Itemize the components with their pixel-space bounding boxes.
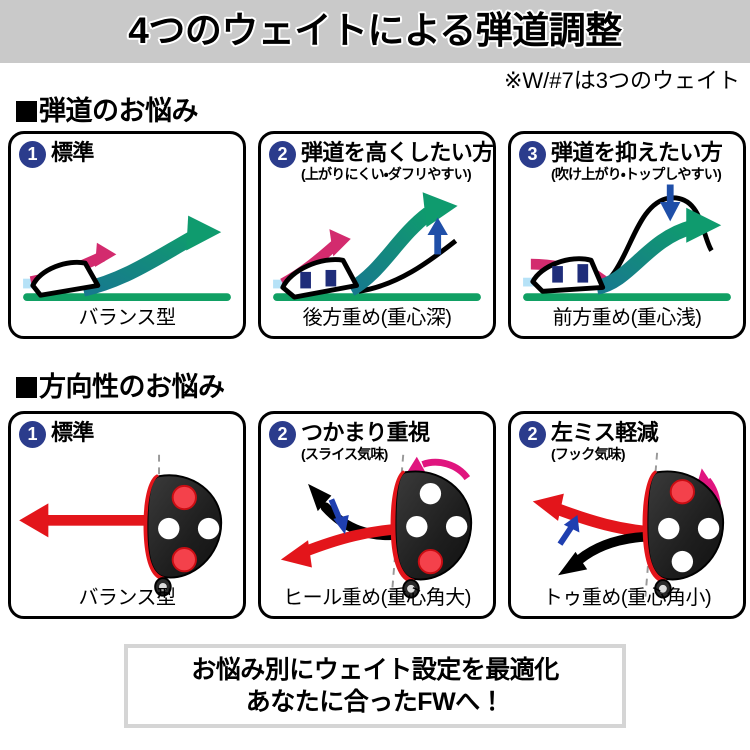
panel-number-badge: 2 — [269, 141, 296, 168]
bullet-square-icon — [16, 101, 37, 122]
panel-title: 標準 — [51, 140, 94, 165]
panel-title: 弾道を高くしたい方 — [301, 140, 494, 165]
header-band — [0, 0, 750, 63]
weight-port-red — [669, 479, 695, 505]
panel-title: つかまり重視 — [301, 420, 430, 445]
panel-header: 1 標準 — [19, 140, 239, 168]
weight-port-white — [158, 517, 180, 540]
weight-port-white — [658, 517, 680, 540]
page-title: 4つのウェイトによる弾道調整 — [128, 10, 622, 51]
ground-line — [23, 293, 231, 302]
panel-header: 2 弾道を高くしたい方 (上がりにくい・ダフリやすい) — [269, 140, 494, 182]
summary-banner-text: お悩み別にウェイト設定を最適化 あなたに合ったFWへ！ — [191, 654, 559, 718]
ball-trajectory-arrow — [346, 192, 458, 296]
trajectory-standard-illustration — [23, 215, 231, 302]
reference-trajectory-line — [358, 238, 458, 294]
section-heading-trajectory-label: 弾道のお悩み — [39, 96, 199, 126]
panel-header: 2 つかまり重視 (スライス気味) — [269, 420, 489, 462]
clubhead-cross-section — [30, 259, 101, 298]
panel-caption: バランス型 — [78, 307, 176, 329]
panel-trajectory-higher[interactable]: 2 弾道を高くしたい方 (上がりにくい・ダフリやすい) 後方重め(重心深) — [258, 131, 496, 339]
shot-direction-arrow-red — [280, 523, 406, 568]
section-heading-direction: 方向性のお悩み — [16, 372, 225, 402]
panel-number-badge: 1 — [19, 421, 46, 448]
weight-port-red — [171, 547, 197, 573]
correction-arrow-blue — [328, 498, 349, 535]
direction-fade-illustration — [532, 452, 725, 599]
panel-subtitle: (吹け上がり・トップしやすい) — [551, 166, 722, 182]
panel-header: 1 標準 — [19, 420, 239, 448]
panel-title: 標準 — [51, 420, 94, 445]
panel-header: 3 弾道を抑えたい方 (吹け上がり・トップしやすい) — [519, 140, 739, 182]
fade-curve-arrow-black — [558, 531, 662, 576]
clubhead-top-view — [143, 474, 223, 597]
panel-number-badge: 1 — [19, 141, 46, 168]
trajectory-higher-illustration — [273, 192, 481, 302]
launch-down-arrow-blue — [660, 184, 681, 222]
panel-trajectory-lower[interactable]: 3 弾道を抑えたい方 (吹け上がり・トップしやすい) 前方重め(重心浅) — [508, 131, 746, 339]
panel-direction-standard[interactable]: 1 標準 バランス型 — [8, 411, 246, 619]
clubhead-top-view — [390, 470, 473, 599]
panel-subtitle: (フック気味) — [551, 446, 626, 462]
weight-block — [552, 266, 563, 283]
trajectory-lower-illustration — [523, 184, 731, 302]
panel-subtitle: (上がりにくい・ダフリやすい) — [301, 166, 472, 182]
clubhead-cross-section — [280, 257, 360, 300]
panel-caption: 前方重め(重心浅) — [552, 307, 702, 329]
face-rotation-arrow-pink — [407, 456, 471, 481]
weight-port-white — [197, 517, 220, 540]
shot-direction-arrow-red — [19, 503, 163, 538]
weight-port-white — [697, 517, 720, 540]
weight-port-white — [671, 550, 694, 573]
panel-caption: ヒール重め(重心角大) — [283, 587, 471, 609]
weight-port-red — [171, 484, 197, 511]
weight-block — [300, 271, 311, 289]
panel-title: 左ミス軽減 — [551, 420, 659, 445]
summary-line-1: お悩み別にウェイト設定を最適化 — [191, 656, 559, 684]
panel-subtitle: (スライス気味) — [301, 446, 388, 462]
shot-direction-arrow-red — [532, 493, 658, 539]
panel-caption: 後方重め(重心深) — [302, 307, 452, 329]
target-line-dashed — [644, 452, 659, 597]
ground-line — [523, 293, 731, 302]
summary-line-2: あなたに合ったFWへ！ — [245, 688, 505, 716]
panel-header: 2 左ミス軽減 (フック気味) — [519, 420, 739, 462]
panel-trajectory-standard[interactable]: 1 標準 バランス型 — [8, 131, 246, 339]
clubhead-top-view — [642, 470, 725, 599]
weight-block — [325, 269, 337, 287]
panel-caption: バランス型 — [78, 587, 176, 609]
panel-title: 弾道を抑えたい方 — [551, 140, 723, 165]
weight-port-red — [417, 548, 444, 575]
section-heading-trajectory: 弾道のお悩み — [16, 96, 199, 126]
panel-number-badge: 2 — [519, 421, 546, 448]
direction-draw-illustration — [280, 454, 473, 599]
panel-direction-fade[interactable]: 2 左ミス軽減 (フック気味) トゥ重め(重心角小) — [508, 411, 746, 619]
section-heading-direction-label: 方向性のお悩み — [39, 372, 225, 402]
panel-caption: トゥ重め(重心角小) — [542, 587, 712, 609]
panel-direction-draw[interactable]: 2 つかまり重視 (スライス気味) ヒール重め(重心角大) — [258, 411, 496, 619]
direction-standard-illustration — [19, 454, 223, 599]
target-line-dashed — [390, 454, 405, 599]
header-note: ※W/#7は3つのウェイト — [503, 68, 740, 93]
weight-port-white — [419, 482, 442, 505]
panel-number-badge: 2 — [269, 421, 296, 448]
weight-port-white — [406, 515, 428, 538]
weight-port-white — [445, 515, 468, 538]
ground-line — [273, 293, 481, 302]
correction-arrow-blue — [557, 515, 580, 546]
ball-trajectory-arrow — [595, 207, 722, 295]
bullet-square-icon — [16, 377, 37, 398]
panel-number-badge: 3 — [519, 141, 546, 168]
weight-block — [577, 264, 589, 283]
summary-banner: お悩み別にウェイト設定を最適化 あなたに合ったFWへ！ — [124, 644, 626, 728]
launch-up-arrow-blue — [427, 217, 448, 255]
